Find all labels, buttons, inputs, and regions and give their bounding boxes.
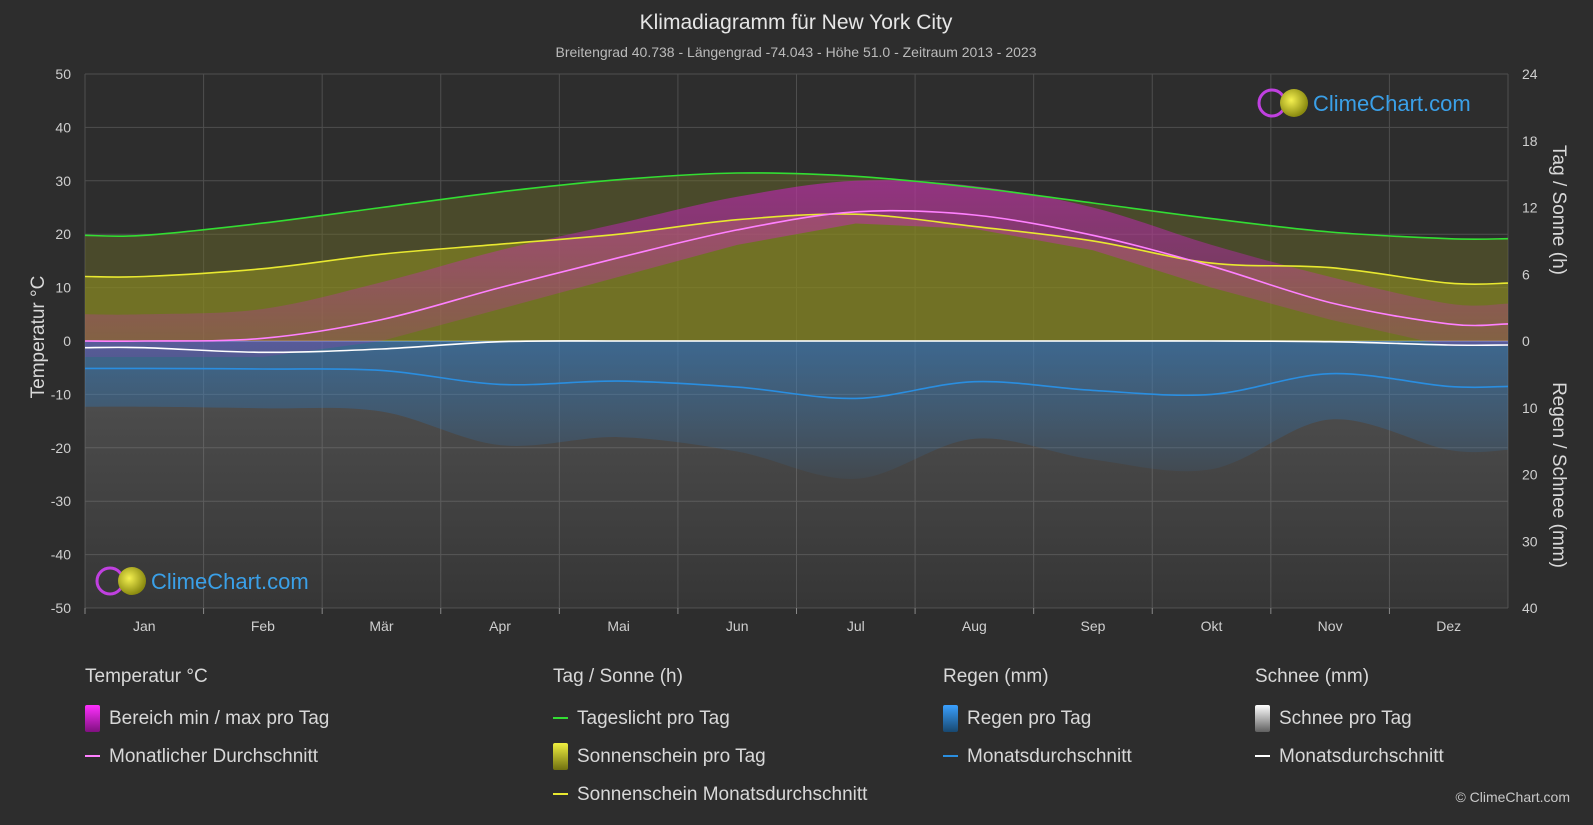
legend: Temperatur °C Bereich min / max pro Tag Mo… — [85, 666, 1444, 805]
y-right-top-axis-title: Tag / Sonne (h) — [1548, 145, 1569, 275]
series-line-sonnenschein-monatsdurchschnitt — [84, 213, 1509, 286]
y-right-top-tick: 6 — [1522, 266, 1530, 282]
x-tick: Sep — [1080, 618, 1105, 634]
legend-group-title: Regen (mm) — [943, 666, 1049, 687]
logo-bottom[interactable]: ClimeChart.com — [95, 566, 309, 596]
y-left-tick: 40 — [55, 119, 71, 135]
y-right-top-tick: 18 — [1522, 133, 1538, 149]
x-tick: Mär — [369, 618, 393, 634]
copyright: © ClimeChart.com — [1455, 789, 1570, 805]
series-line-tageslicht-pro-tag — [84, 172, 1509, 240]
x-tick: Jul — [847, 618, 865, 634]
series-line-regen-monatsdurchschnitt — [84, 367, 1509, 400]
y-right-bottom-tick: 40 — [1522, 600, 1538, 616]
logo-top[interactable]: ClimeChart.com — [1257, 88, 1471, 118]
legend-group-title: Temperatur °C — [85, 666, 208, 687]
legend-item-label: Sonnenschein pro Tag — [577, 746, 766, 767]
y-right-bottom-tick: 30 — [1522, 533, 1538, 549]
chart-title: Klimadiagramm für New York City — [640, 11, 953, 34]
legend-swatch — [553, 743, 568, 770]
x-tick: Okt — [1201, 618, 1223, 634]
y-right-top-tick: 24 — [1522, 66, 1538, 82]
legend-swatch — [943, 705, 958, 732]
y-left-axis-title: Temperatur °C — [28, 276, 49, 399]
x-tick: Aug — [962, 618, 987, 634]
x-tick: Apr — [489, 618, 511, 634]
y-right-bottom-axis-title: Regen / Schnee (mm) — [1548, 382, 1569, 568]
legend-item-label: Monatlicher Durchschnitt — [109, 746, 319, 767]
legend-group-title: Tag / Sonne (h) — [553, 666, 683, 687]
y-left-tick: -30 — [51, 493, 71, 509]
legend-item-label: Monatsdurchschnitt — [1279, 746, 1444, 767]
temp-range-band — [85, 180, 1508, 357]
legend-swatch — [1255, 705, 1270, 732]
y-right-top-tick: 0 — [1522, 333, 1530, 349]
legend-group-title: Schnee (mm) — [1255, 666, 1369, 687]
y-right-bottom-tick: 20 — [1522, 467, 1538, 483]
x-tick: Mai — [607, 618, 630, 634]
y-right-bottom-tick: 10 — [1522, 400, 1538, 416]
y-left-tick: 30 — [55, 173, 71, 189]
series-line-monatlicher-durchschnitt — [84, 209, 1509, 342]
y-left-tick: -50 — [51, 600, 71, 616]
x-tick: Feb — [251, 618, 275, 634]
logo-top-text: ClimeChart.com — [1313, 91, 1471, 116]
legend-swatch — [85, 705, 100, 732]
legend-item-label: Schnee pro Tag — [1279, 708, 1412, 729]
x-tick: Nov — [1318, 618, 1343, 634]
y-left-tick: -40 — [51, 547, 71, 563]
series-line-schnee-monatsdurchschnitt — [84, 340, 1509, 354]
legend-item-label: Sonnenschein Monatsdurchschnitt — [577, 784, 868, 805]
legend-item-label: Regen pro Tag — [967, 708, 1091, 729]
legend-item-label: Bereich min / max pro Tag — [109, 708, 329, 729]
y-left-tick: 0 — [63, 333, 71, 349]
temp-range-area — [85, 180, 1508, 357]
y-left-tick: 20 — [55, 226, 71, 242]
axes: 50 40 30 20 10 0 -10 -20 -30 -40 -50 24 18 12 6 0 10 20 30… — [51, 66, 1538, 634]
y-right-top-tick: 12 — [1522, 200, 1538, 216]
logo-sun-icon — [118, 567, 146, 595]
y-left-tick: -10 — [51, 386, 71, 402]
y-left-tick: -20 — [51, 440, 71, 456]
chart-subtitle: Breitengrad 40.738 - Längengrad -74.043 … — [556, 44, 1037, 60]
logo-bottom-text: ClimeChart.com — [151, 569, 309, 594]
precip-bands — [85, 341, 1508, 608]
logo-sun-icon — [1280, 89, 1308, 117]
x-tick: Dez — [1436, 618, 1461, 634]
series-lines — [84, 172, 1509, 400]
legend-item-label: Tageslicht pro Tag — [577, 708, 730, 729]
y-left-tick: 10 — [55, 280, 71, 296]
x-tick: Jun — [726, 618, 749, 634]
rain-band — [85, 341, 1508, 479]
y-left-tick: 50 — [55, 66, 71, 82]
legend-item-label: Monatsdurchschnitt — [967, 746, 1132, 767]
x-tick: Jan — [133, 618, 156, 634]
